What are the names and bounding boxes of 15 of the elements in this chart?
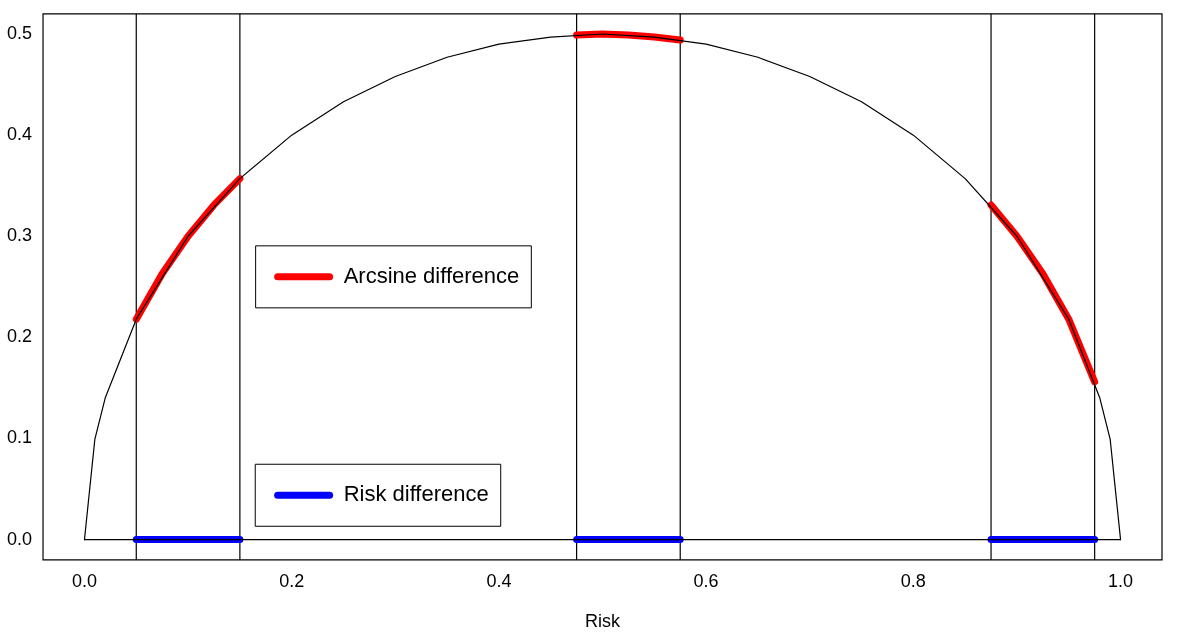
legend-label: Risk difference [343,481,489,507]
x-tick-label: 0.2 [279,570,305,591]
y-tick-label: 0.2 [6,326,33,347]
x-tick-label: 1.0 [1108,570,1134,591]
y-tick-label: 0.4 [6,124,33,145]
x-tick-label: 0.8 [900,570,926,591]
legend-label: Arcsine difference [343,262,520,288]
x-tick-label: 0.4 [486,570,512,591]
y-tick-label: 0.5 [6,22,33,43]
x-axis-title: Risk [585,611,622,632]
x-tick-label: 0.0 [71,570,97,591]
y-tick-label: 0.3 [6,225,33,246]
x-tick-label: 0.6 [693,570,719,591]
y-tick-label: 0.0 [6,528,33,549]
y-tick-label: 0.1 [6,427,33,448]
